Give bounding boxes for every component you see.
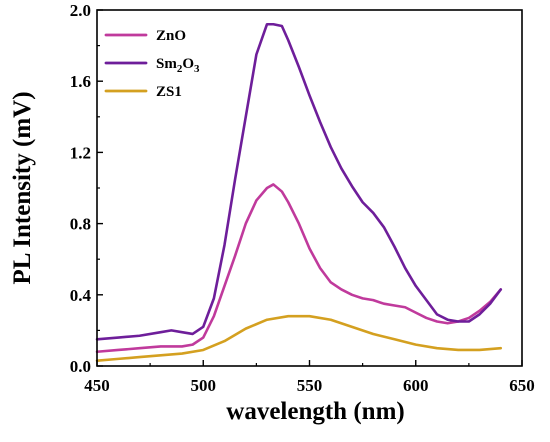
x-tick-label: 450	[84, 376, 110, 395]
ticks-layer: 450 500 550 600 650 0.0 0.4 0.8 1.2 1.6 2.0	[70, 1, 535, 395]
series-layer	[95, 22, 503, 362]
series-line-2	[95, 22, 503, 341]
legend: ZnO Sm2O3 ZS1	[104, 28, 200, 100]
legend-label: ZnO	[156, 28, 186, 44]
y-tick-label: 2.0	[70, 1, 91, 20]
y-tick-label: 1.6	[70, 72, 91, 91]
legend-label: Sm2O3	[156, 56, 200, 75]
x-tick-label: 600	[403, 376, 429, 395]
x-tick-label: 550	[297, 376, 323, 395]
series-line-3	[95, 314, 503, 362]
legend-label: ZS1	[156, 84, 182, 100]
y-tick-label: 0.8	[70, 215, 91, 234]
x-tick-label: 500	[191, 376, 217, 395]
x-tick-label: 650	[509, 376, 535, 395]
y-tick-label: 0.0	[70, 357, 91, 376]
y-axis-title: PL Intensity (mV)	[9, 91, 36, 284]
x-axis-title: wavelength (nm)	[226, 398, 404, 425]
y-tick-label: 0.4	[70, 286, 92, 305]
series-line-1	[95, 183, 503, 354]
y-tick-label: 1.2	[70, 143, 91, 162]
